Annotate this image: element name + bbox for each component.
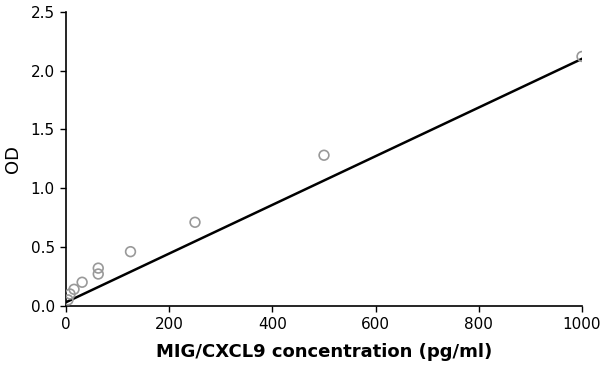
Point — [577, 53, 587, 60]
Point — [63, 297, 73, 303]
Point — [65, 291, 75, 297]
Point — [94, 265, 103, 271]
Point — [190, 219, 200, 225]
Point — [77, 279, 87, 285]
Point — [319, 152, 329, 158]
X-axis label: MIG/CXCL9 concentration (pg/ml): MIG/CXCL9 concentration (pg/ml) — [156, 343, 492, 361]
Point — [69, 286, 79, 292]
Point — [94, 271, 103, 277]
Y-axis label: OD: OD — [4, 145, 22, 173]
Point — [126, 249, 136, 255]
